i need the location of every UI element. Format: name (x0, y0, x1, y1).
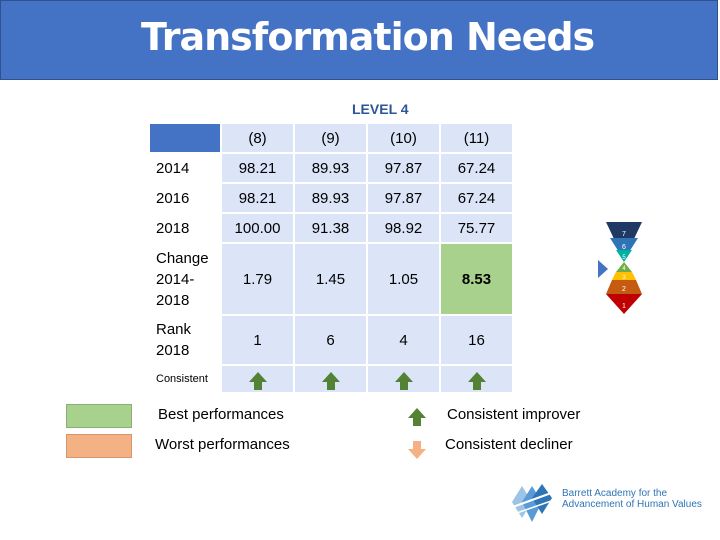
row-label: Rank 2018 (150, 316, 220, 364)
table-cell: 100.00 (222, 214, 293, 242)
up-arrow-icon (248, 371, 267, 390)
down-arrow-icon (408, 441, 426, 459)
level-label: LEVEL 4 (352, 101, 409, 117)
table-cell-best: 8.53 (441, 244, 512, 314)
legend-best-label: Best performances (158, 406, 284, 423)
table-row: Change 2014-2018 1.79 1.45 1.05 8.53 (150, 244, 512, 314)
table-cell (295, 366, 366, 392)
row-label: 2018 (150, 214, 220, 242)
table-cell: 97.87 (368, 154, 439, 182)
row-label: 2016 (150, 184, 220, 212)
spiral-level-label: 7 (622, 231, 626, 238)
title-bar: Transformation Needs (0, 0, 718, 80)
legend-decliner-label: Consistent decliner (445, 436, 573, 453)
up-arrow-icon (394, 371, 413, 390)
logo-line: Barrett Academy for the (562, 488, 668, 499)
scores-table: (8) (9) (10) (11) 2014 98.21 89.93 97.87… (148, 122, 514, 394)
table-row: 2018 100.00 91.38 98.92 75.77 (150, 214, 512, 242)
column-header: (9) (295, 124, 366, 152)
table-cell: 67.24 (441, 184, 512, 212)
pointer-arrow-icon (598, 260, 608, 278)
column-header: (11) (441, 124, 512, 152)
spiral-level-label: 4 (622, 266, 626, 272)
table-cell: 16 (441, 316, 512, 364)
table-cell: 67.24 (441, 154, 512, 182)
table-cell: 4 (368, 316, 439, 364)
table-cell: 6 (295, 316, 366, 364)
table-cell: 97.87 (368, 184, 439, 212)
table-cell: 89.93 (295, 154, 366, 182)
up-arrow-icon (408, 408, 426, 426)
table-cell (368, 366, 439, 392)
legend-best-swatch (66, 404, 132, 428)
table-cell: 98.21 (222, 154, 293, 182)
row-label: Consistent (156, 373, 208, 385)
table-cell (222, 366, 293, 392)
spiral-level-label: 6 (622, 244, 626, 251)
up-arrow-icon (467, 371, 486, 390)
table-cell: 1 (222, 316, 293, 364)
table-cell: 1.05 (368, 244, 439, 314)
row-label: 2014 (150, 154, 220, 182)
column-header: (8) (222, 124, 293, 152)
table-row: 2014 98.21 89.93 97.87 67.24 (150, 154, 512, 182)
legend-worst-swatch (66, 434, 132, 458)
legend-decliner-arrow (408, 436, 426, 459)
column-header: (10) (368, 124, 439, 152)
up-arrow-icon (321, 371, 340, 390)
barrett-logo-icon (509, 484, 555, 522)
values-spiral-graphic: 7 6 5 4 3 2 1 (598, 222, 642, 314)
table-cell: 98.92 (368, 214, 439, 242)
table-cell (441, 366, 512, 392)
table-cell: 91.38 (295, 214, 366, 242)
row-label: Change 2014-2018 (150, 244, 220, 314)
table-cell: 98.21 (222, 184, 293, 212)
table-cell: 1.79 (222, 244, 293, 314)
page-title: Transformation Needs (141, 15, 595, 59)
table-header-row: (8) (9) (10) (11) (150, 124, 512, 152)
table-cell: 1.45 (295, 244, 366, 314)
table-row-consistent: Consistent (150, 366, 512, 392)
table-row: Rank 2018 1 6 4 16 (150, 316, 512, 364)
logo-text: Barrett Academy for the Advancement of H… (562, 488, 702, 510)
logo-line: Advancement of Human Values (562, 499, 702, 510)
spiral-level-label: 2 (622, 286, 626, 293)
table-cell: 89.93 (295, 184, 366, 212)
spiral-level-label: 1 (622, 303, 626, 310)
spiral-level-label: 3 (622, 275, 626, 281)
table-cell: 75.77 (441, 214, 512, 242)
header-blank-cell (150, 124, 220, 152)
legend-improver-label: Consistent improver (447, 406, 581, 423)
table-row: 2016 98.21 89.93 97.87 67.24 (150, 184, 512, 212)
spiral-level-label: 5 (622, 255, 626, 261)
legend-worst-label: Worst performances (155, 436, 290, 453)
legend-improver-arrow (408, 405, 426, 426)
